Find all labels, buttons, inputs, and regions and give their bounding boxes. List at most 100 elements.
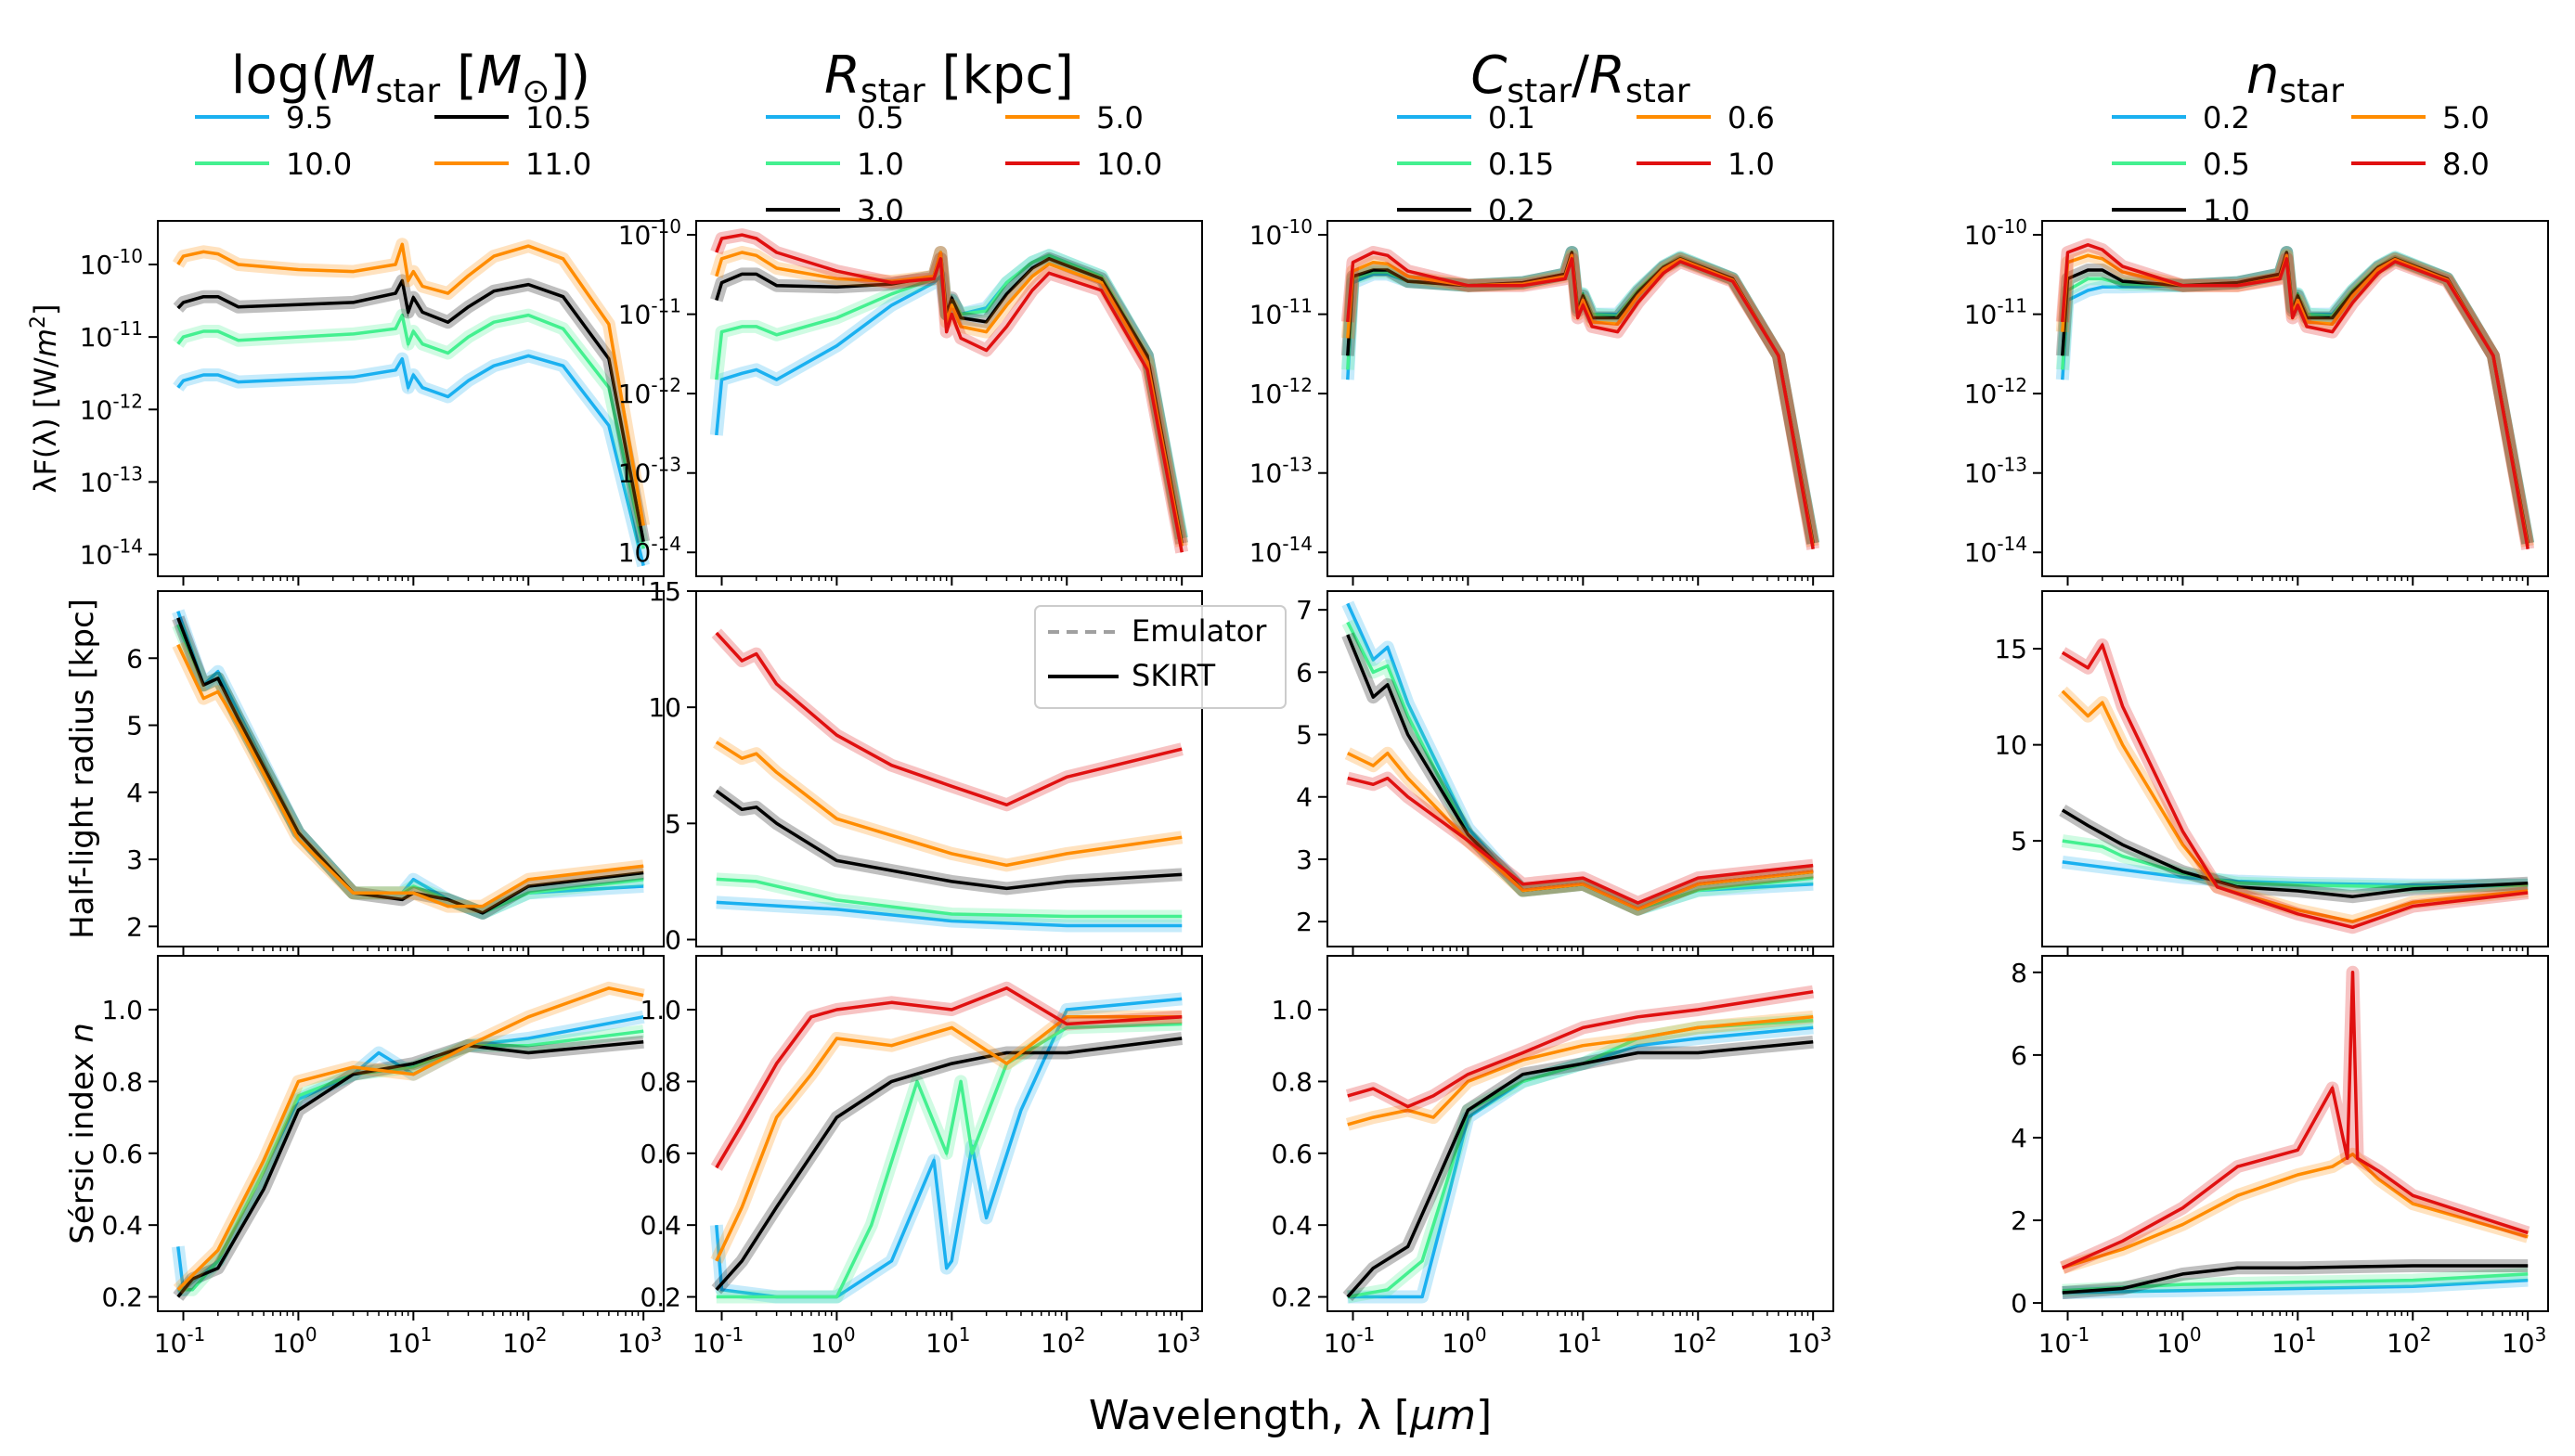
- x-tick-label-3-3: 102: [2387, 1323, 2431, 1359]
- y-tick-label-3-2-2: 4: [2011, 1123, 2027, 1153]
- skirt-line-3-1-3: [2061, 689, 2529, 923]
- skirt-line-1-1-4: [715, 631, 1183, 807]
- panel-1-sersic: 1.0 0.8 0.6 0.4 0.2 10-1 100 101 102 103: [640, 955, 1203, 1359]
- comparison-legend-label-0: Emulator: [1132, 613, 1267, 649]
- emulator-band-0-0-2: [173, 274, 651, 544]
- skirt-line-0-2-1: [177, 1029, 644, 1292]
- y-tick-label-0-1-1: 5: [126, 711, 143, 741]
- y-tick-label-2-1-2: 5: [1296, 720, 1313, 751]
- row-ylabel-2: Sérsic index n: [64, 1023, 101, 1244]
- legend-label-1-2: 3.0: [857, 193, 904, 228]
- skirt-line-1-1-3: [715, 741, 1183, 868]
- y-tick-label-3-0-4: 10-14: [1964, 533, 2027, 568]
- y-tick-label-3-2-3: 2: [2011, 1205, 2027, 1236]
- y-tick-label-0-2-4: 0.2: [101, 1282, 143, 1313]
- series-group-0-0: [172, 238, 651, 568]
- skirt-line-1-1-0: [716, 900, 1183, 928]
- comparison-legend-frame: [1034, 605, 1287, 709]
- legend-label-2-4: 1.0: [1727, 147, 1775, 182]
- legend-label-3-0: 0.2: [2203, 100, 2250, 135]
- panel-frame-2-1: [1326, 590, 1834, 947]
- emulator-band-0-0-1: [173, 308, 651, 550]
- legend-label-1-4: 10.0: [1096, 147, 1162, 182]
- series-group-1-1: [711, 628, 1184, 933]
- x-tick-label-3-4: 103: [2502, 1323, 2546, 1359]
- skirt-line-0-1-2: [176, 617, 644, 915]
- legend-label-1-1: 1.0: [857, 147, 904, 182]
- panel-3-sed: 10-10 10-11 10-12 10-13 10-14: [1964, 215, 2549, 586]
- panel-frame-1-2: [695, 955, 1203, 1312]
- y-tick-label-2-0-1: 10-11: [1249, 295, 1313, 330]
- skirt-line-1-2-2: [715, 1037, 1183, 1291]
- panel-1-sed: 10-10 10-11 10-12 10-13 10-14: [618, 215, 1203, 586]
- y-tick-label-3-2-0: 8: [2011, 958, 2027, 988]
- skirt-line-3-2-3: [2062, 1153, 2529, 1269]
- y-tick-label-3-2-1: 6: [2011, 1040, 2027, 1071]
- panel-0-rhalf: 6 5 4 3 2: [126, 590, 665, 956]
- legend-label-2-2: 0.2: [1488, 193, 1535, 228]
- skirt-line-0-0-2: [176, 278, 645, 543]
- skirt-line-1-2-4: [715, 986, 1183, 1169]
- x-tick-label-0-1: 100: [272, 1323, 317, 1359]
- skirt-line-3-0-4: [2061, 243, 2530, 550]
- x-tick-label-1-2: 101: [925, 1323, 970, 1359]
- skirt-line-3-1-0: [2062, 860, 2529, 887]
- x-tick-label-1-3: 102: [1041, 1323, 1085, 1359]
- y-tick-label-1-0-3: 10-13: [618, 454, 681, 489]
- y-tick-label-2-0-3: 10-13: [1249, 454, 1313, 489]
- skirt-line-1-1-2: [715, 789, 1183, 891]
- skirt-line-0-0-0: [176, 354, 645, 567]
- y-tick-label-0-1-3: 3: [126, 844, 143, 875]
- chart-column-0: log(Mstar [M⊙])9.510.010.511.010-1010-11…: [80, 45, 665, 1359]
- y-tick-label-1-2-2: 0.6: [640, 1139, 681, 1169]
- legend-label-2-0: 0.1: [1488, 100, 1535, 135]
- x-tick-label-0-3: 102: [502, 1323, 547, 1359]
- x-tick-label-3-0: 10-1: [2038, 1323, 2090, 1359]
- skirt-line-0-0-3: [176, 242, 645, 526]
- row-ylabel-1: Half-light radius [kpc]: [64, 599, 101, 939]
- emulator-band-0-1-3: [172, 641, 645, 913]
- y-tick-label-2-2-1: 0.8: [1271, 1066, 1313, 1097]
- column-title-3: nstar: [2246, 45, 2344, 110]
- panel-1-rhalf: 15 10 5 0: [648, 576, 1203, 956]
- series-group-0-2: [171, 981, 645, 1301]
- y-tick-label-1-0-2: 10-12: [618, 374, 681, 409]
- y-tick-label-3-0-0: 10-10: [1964, 215, 2027, 251]
- skirt-line-3-2-4: [2062, 971, 2529, 1269]
- panel-2-sed: 10-10 10-11 10-12 10-13 10-14: [1249, 215, 1834, 586]
- y-tick-label-0-2-2: 0.6: [101, 1139, 143, 1169]
- panel-frame-1-0: [695, 220, 1203, 577]
- y-tick-label-2-1-0: 7: [1296, 595, 1313, 625]
- x-tick-label-2-2: 101: [1557, 1323, 1601, 1359]
- skirt-line-2-1-3: [1347, 751, 1814, 911]
- skirt-line-3-2-2: [2062, 1264, 2529, 1295]
- chart-column-2: Cstar/Rstar0.10.150.20.61.010-1010-1110-…: [1249, 45, 1834, 1359]
- skirt-line-2-2-0: [1347, 1025, 1814, 1299]
- y-tick-label-1-0-4: 10-14: [618, 533, 681, 568]
- panel-frame-0-2: [157, 955, 665, 1312]
- y-tick-label-0-1-0: 6: [126, 643, 143, 674]
- legend-label-3-3: 5.0: [2442, 100, 2490, 135]
- y-tick-label-0-0-3: 10-13: [80, 462, 143, 497]
- column-title-0: log(Mstar [M⊙]): [231, 45, 590, 110]
- series-group-1-2: [709, 981, 1184, 1304]
- y-tick-label-1-0-1: 10-11: [618, 295, 681, 330]
- series-group-3-1: [2057, 638, 2530, 934]
- y-tick-label-0-1-2: 4: [126, 778, 143, 808]
- legend-label-2-1: 0.15: [1488, 147, 1554, 182]
- x-tick-label-2-0: 10-1: [1324, 1323, 1376, 1359]
- y-tick-label-3-2-4: 0: [2011, 1288, 2027, 1319]
- legend-label-1-0: 0.5: [857, 100, 904, 135]
- panel-frame-2-2: [1326, 955, 1834, 1312]
- series-group-0-1: [172, 609, 645, 920]
- x-tick-label-2-4: 103: [1787, 1323, 1831, 1359]
- panel-2-rhalf: 7 6 5 4 3 2: [1296, 590, 1834, 956]
- y-tick-label-0-2-0: 1.0: [101, 995, 143, 1025]
- series-group-1-0: [709, 228, 1189, 554]
- series-group-2-1: [1341, 600, 1814, 916]
- y-tick-label-2-0-2: 10-12: [1249, 374, 1313, 409]
- x-tick-label-3-2: 101: [2271, 1323, 2316, 1359]
- panel-2-sersic: 1.0 0.8 0.6 0.4 0.2 10-1 100 101 102 103: [1271, 955, 1834, 1359]
- panel-frame-3-0: [2041, 220, 2549, 577]
